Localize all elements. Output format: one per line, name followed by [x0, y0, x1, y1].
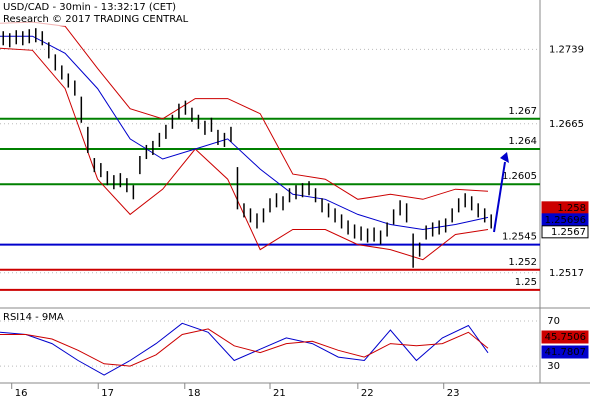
plot-layer: 1.25171.26651.27391.2671.2641.26051.2545…	[0, 21, 584, 399]
x-tick-label: 18	[188, 388, 201, 399]
level-label: 1.252	[508, 257, 537, 268]
chart-subtitle: Research © 2017 TRADING CENTRAL	[3, 14, 189, 25]
level-label: 1.2545	[502, 232, 537, 243]
chart-title: USD/CAD - 30min - 13:32:17 (CET)	[3, 2, 176, 13]
level-label: 1.267	[508, 106, 537, 117]
y-tick-label: 1.2739	[549, 44, 584, 55]
y-tick-label: 1.2665	[549, 119, 584, 130]
y-tick-label: 30	[547, 361, 560, 372]
value-tag-label: 1.2567	[551, 227, 586, 238]
indicator-line	[0, 35, 489, 231]
level-label: 1.264	[508, 136, 537, 147]
value-tag	[541, 225, 589, 239]
level-label: 1.25	[515, 277, 537, 288]
indicator-line	[0, 21, 489, 200]
level-label: 1.2605	[502, 171, 537, 182]
value-tag	[541, 330, 589, 344]
x-tick-label: 23	[447, 388, 460, 399]
value-tag	[541, 345, 589, 359]
forecast-arrow	[493, 161, 506, 233]
indicator-line	[0, 328, 489, 367]
y-tick-label: 1.2517	[549, 268, 584, 279]
x-tick-label: 16	[15, 388, 28, 399]
indicator-line	[0, 322, 489, 376]
value-tag-label: 1.25696	[545, 215, 586, 226]
value-tag-label: 1.258	[557, 203, 586, 214]
rsi-title: RSI14 - 9MA	[3, 312, 64, 323]
value-tag-label: 41.7807	[545, 347, 586, 358]
rsi-tags: 45.7506 41.7807	[541, 330, 589, 359]
forecast-arrow-head	[500, 152, 509, 163]
title-backdrop	[0, 0, 200, 26]
x-tick-label: 21	[273, 388, 286, 399]
x-tick-label: 17	[101, 388, 114, 399]
value-tag-label: 45.7506	[545, 332, 586, 343]
y-tick-label: 70	[547, 316, 560, 327]
x-tick-label: 22	[361, 388, 374, 399]
